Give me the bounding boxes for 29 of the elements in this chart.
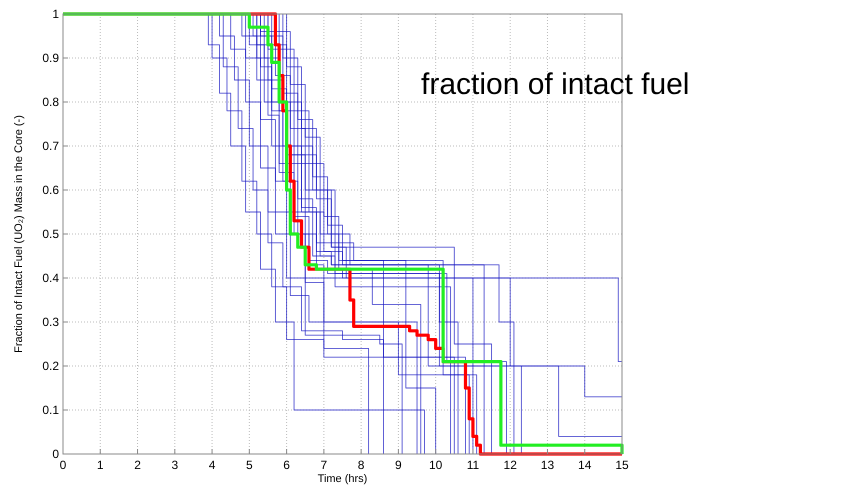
x-tick-label: 12 xyxy=(504,458,518,472)
y-tick-label: 0.2 xyxy=(42,359,60,373)
y-tick-label: 0.5 xyxy=(42,227,60,241)
x-tick-label: 5 xyxy=(246,458,253,472)
y-tick-label: 0.4 xyxy=(42,271,60,285)
y-tick-label: 0.9 xyxy=(42,51,60,65)
x-tick-label: 9 xyxy=(395,458,402,472)
y-tick-label: 0.3 xyxy=(42,315,60,329)
x-tick-label: 6 xyxy=(283,458,290,472)
y-tick-label: 0.1 xyxy=(42,403,60,417)
x-axis-title: Time (hrs) xyxy=(318,473,368,485)
x-tick-label: 8 xyxy=(358,458,365,472)
y-tick-label: 1 xyxy=(52,7,60,21)
annotation: fraction of intact fuel xyxy=(421,68,690,101)
x-tick-label: 11 xyxy=(466,458,480,472)
x-tick-label: 1 xyxy=(96,458,104,472)
y-tick-label: 0.6 xyxy=(42,183,60,197)
y-tick-label: 0.7 xyxy=(42,139,60,153)
y-axis-title: Fraction of Intact Fuel (UO₂) Mass in the Core (-) xyxy=(13,115,25,353)
x-tick-label: 3 xyxy=(171,458,178,472)
x-tick-label: 13 xyxy=(540,458,554,472)
x-tick-label: 7 xyxy=(320,458,328,472)
x-tick-label: 14 xyxy=(578,458,592,472)
y-tick-label: 0.8 xyxy=(42,95,60,109)
x-tick-label: 10 xyxy=(428,458,443,472)
y-tick-label: 0 xyxy=(52,447,60,461)
x-tick-label: 4 xyxy=(208,458,216,472)
x-tick-label: 15 xyxy=(615,458,629,472)
x-tick-label: 2 xyxy=(134,458,142,472)
